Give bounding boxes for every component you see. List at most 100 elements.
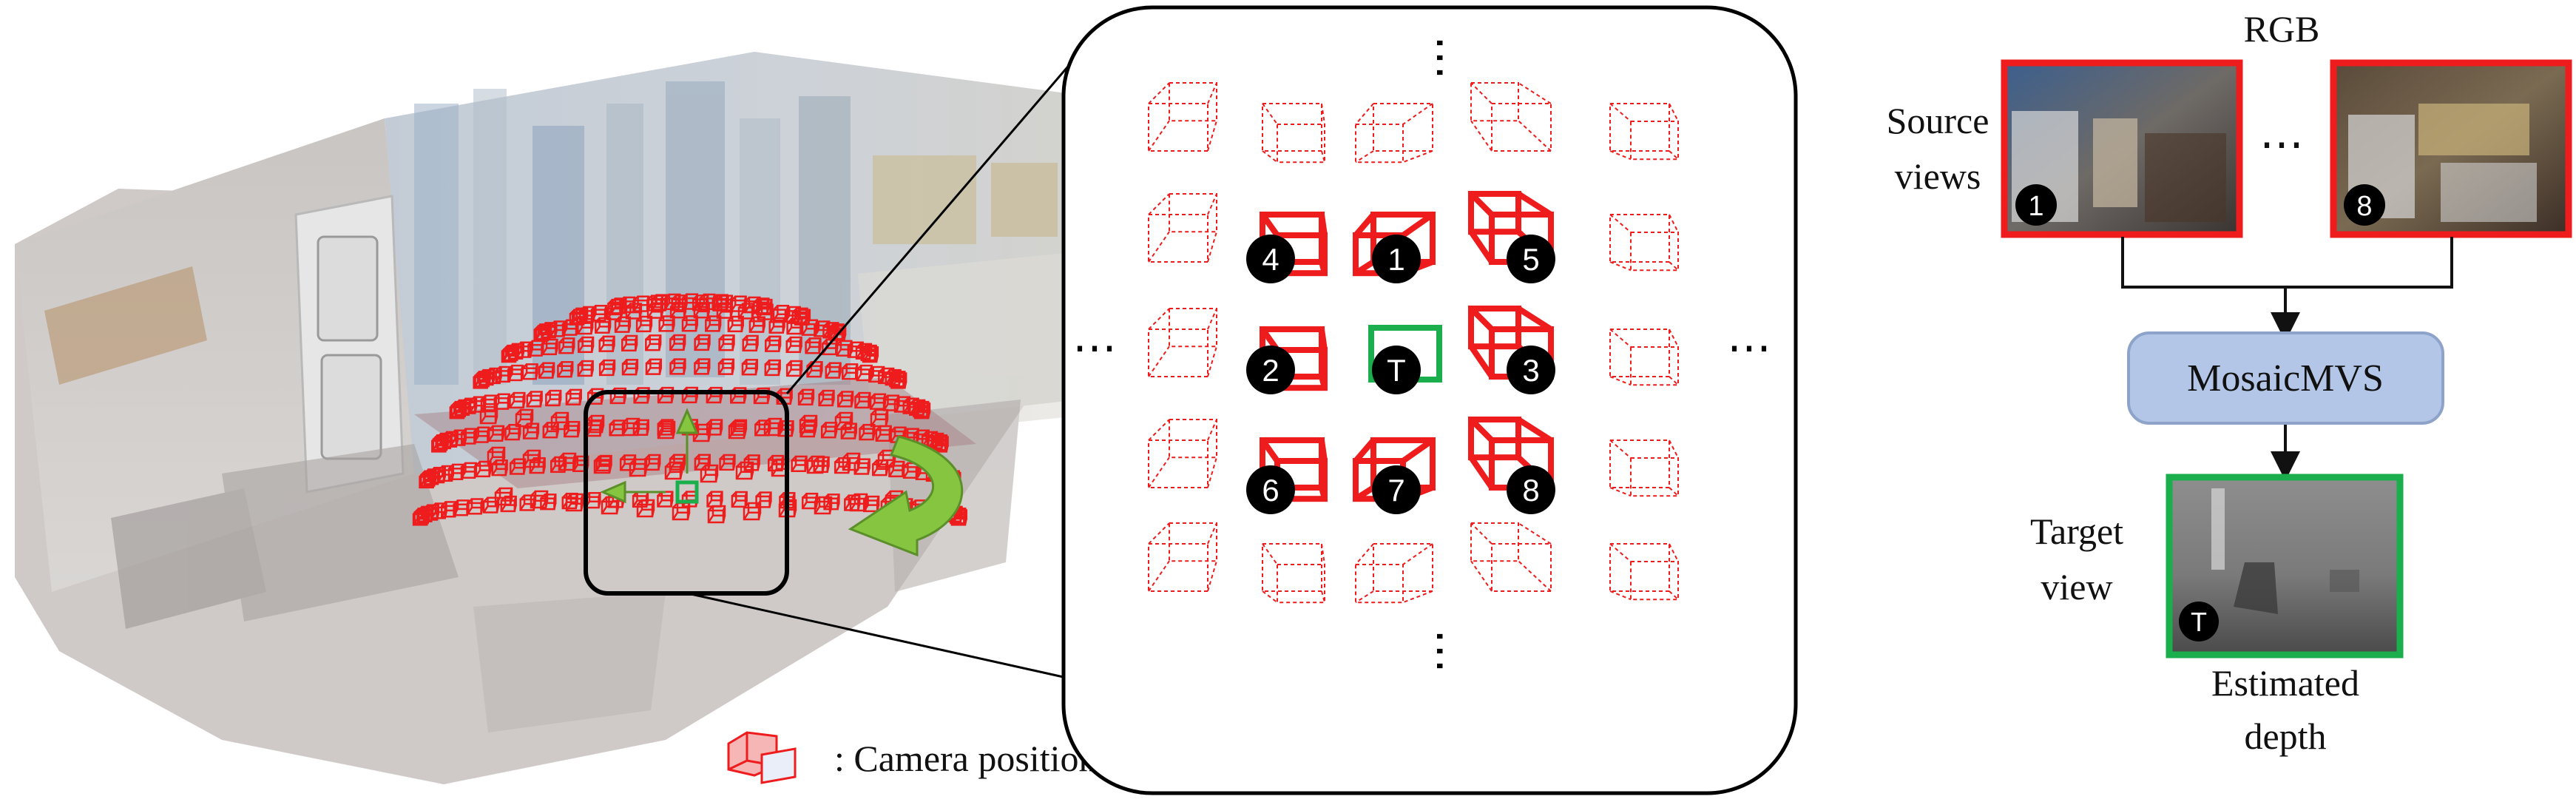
dome-camera — [577, 360, 594, 377]
target-depth-view: T — [2166, 474, 2404, 659]
dome-camera — [558, 452, 577, 471]
dome-camera — [598, 359, 616, 377]
estimated-depth-label-line1: Estimated — [2211, 662, 2359, 704]
ellipsis-left: ⋯ — [1072, 323, 1117, 372]
dome-camera — [870, 408, 889, 428]
dome-camera — [621, 359, 639, 376]
zoom-panel-frame — [1061, 5, 1798, 795]
neighbor-camera — [1470, 82, 1552, 152]
source-view-1: 1 — [2001, 59, 2243, 238]
dome-camera — [515, 408, 534, 428]
dome-camera — [718, 334, 735, 351]
dome-camera — [862, 346, 879, 363]
dome-camera — [794, 309, 811, 326]
dome-camera — [797, 388, 815, 405]
dome-camera — [913, 402, 931, 420]
dome-camera — [530, 490, 549, 509]
dome-camera — [707, 505, 726, 524]
dome-camera — [598, 335, 615, 352]
badge-cam6 — [1246, 465, 1295, 514]
zoom-connector-top — [785, 35, 1096, 394]
dome-camera — [763, 417, 782, 437]
source-view-1-badge-text: 1 — [2028, 191, 2043, 222]
neighbor-camera — [1148, 419, 1217, 488]
neighbor-camera — [1609, 543, 1679, 601]
arrow-up-icon — [675, 408, 699, 474]
ellipsis-bottom: ⋯ — [1416, 629, 1465, 673]
badge-cam1-text: 1 — [1387, 242, 1404, 277]
source-view-8-badge — [2344, 184, 2385, 226]
dome-camera — [593, 455, 612, 474]
dome-camera — [716, 294, 734, 311]
dome-camera — [785, 336, 802, 354]
dome-camera — [507, 343, 525, 360]
target-badge — [2179, 602, 2219, 641]
dome-camera — [806, 455, 825, 474]
estimated-depth-label-line2: depth — [2244, 715, 2326, 757]
dome-camera — [717, 358, 735, 375]
dome-camera — [550, 411, 569, 431]
dome-camera — [694, 334, 711, 351]
neighbor-camera — [1609, 439, 1679, 497]
neighbor-camera — [1148, 82, 1217, 152]
dome-camera — [487, 446, 506, 465]
badge-cam3 — [1507, 346, 1555, 394]
neighbor-camera — [1609, 329, 1679, 386]
dome-camera — [694, 358, 711, 375]
source-view-8: 8 — [2330, 59, 2572, 238]
dome-camera — [487, 425, 505, 442]
target-view-label-line2: view — [2041, 566, 2112, 607]
dome-camera — [849, 493, 868, 512]
dome-camera — [645, 334, 662, 351]
dome-camera — [636, 499, 655, 518]
dome-camera — [657, 491, 674, 508]
dome-camera — [825, 362, 842, 379]
dome-camera — [557, 361, 574, 378]
badge-cam8 — [1507, 465, 1555, 514]
source-views-label-line1: Source — [1887, 100, 1990, 141]
badge-cam6-text: 6 — [1262, 473, 1279, 508]
dome-camera — [743, 502, 762, 521]
dome-camera — [805, 337, 822, 354]
source-camera — [1468, 191, 1554, 265]
source-view-8-badge-text: 8 — [2356, 191, 2372, 222]
badge-cam7 — [1372, 465, 1421, 514]
dome-camera — [664, 293, 681, 311]
dome-camera — [550, 320, 567, 337]
dome-camera — [467, 498, 484, 515]
badge-cam1 — [1372, 235, 1421, 283]
neighbor-camera — [1148, 193, 1217, 263]
depth-frame — [2166, 474, 2404, 659]
dome-camera — [509, 391, 526, 409]
target-camera-marker — [675, 480, 699, 504]
dome-camera — [538, 362, 555, 379]
model-box — [2127, 331, 2444, 425]
arrow-left-icon — [600, 480, 666, 504]
pipeline: RGB Source views 1 ⋯ 8 Mosa — [1887, 8, 2572, 757]
dome-camera — [890, 372, 907, 389]
dome-camera — [681, 293, 699, 310]
badge-cam5 — [1507, 235, 1555, 283]
badge-cam8-text: 8 — [1522, 473, 1539, 508]
model-label: MosaicMVS — [2187, 357, 2384, 400]
dome-camera — [814, 496, 833, 515]
badge-cam3-text: 3 — [1522, 353, 1539, 388]
dome-camera — [932, 436, 949, 453]
dome-camera — [755, 491, 772, 508]
dome-camera — [565, 388, 582, 405]
neighbor-camera — [1609, 214, 1679, 272]
dome-camera — [664, 461, 683, 480]
dome-camera — [692, 423, 711, 442]
dome-camera — [479, 405, 498, 425]
dome-camera — [785, 360, 803, 377]
dome-camera — [669, 334, 686, 351]
ellipsis-top: ⋯ — [1416, 36, 1465, 80]
dome-camera — [854, 391, 871, 409]
dome-camera — [542, 422, 559, 439]
neighbor-camera — [1148, 522, 1217, 592]
source-view-1-frame — [2001, 59, 2243, 238]
dome-camera — [856, 364, 873, 382]
dome-camera — [799, 414, 818, 434]
dome-camera — [756, 298, 773, 316]
neighbor-camera — [1148, 308, 1217, 377]
